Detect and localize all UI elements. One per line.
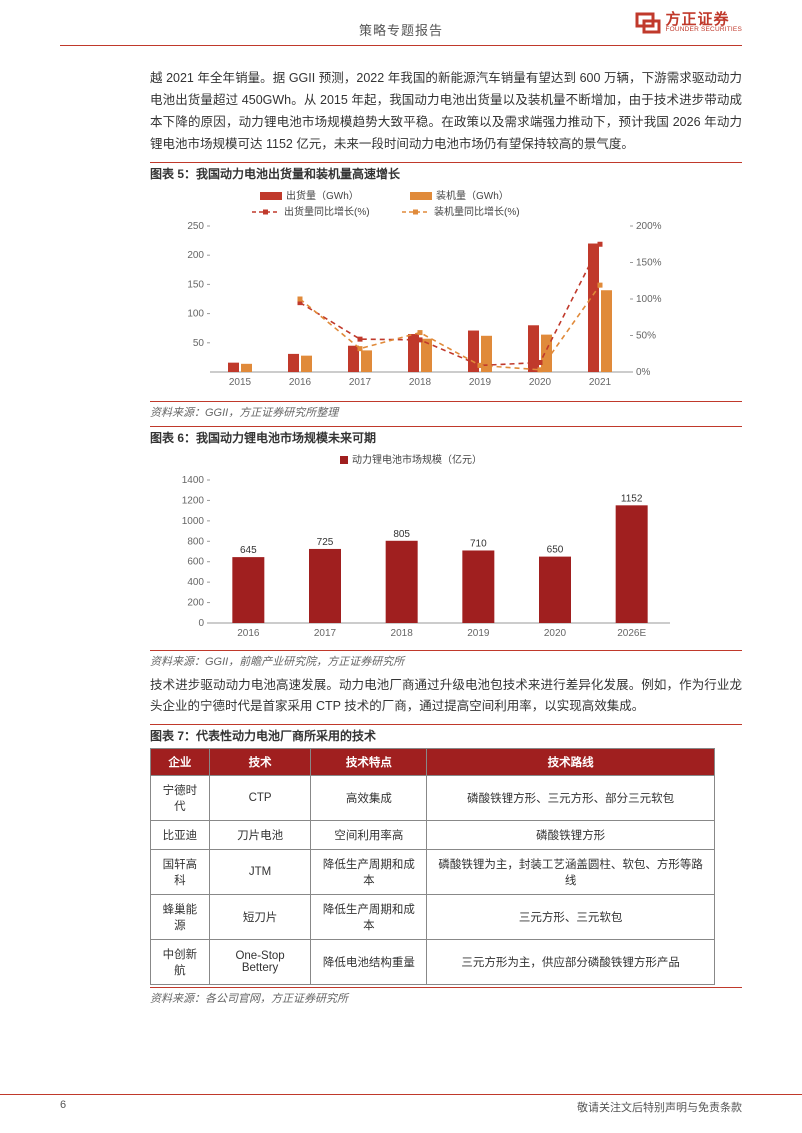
svg-text:50: 50 xyxy=(193,337,205,348)
fig7-source: 资料来源：各公司官网，方正证券研究所 xyxy=(150,987,742,1006)
svg-text:800: 800 xyxy=(187,536,204,547)
svg-text:200%: 200% xyxy=(636,221,662,232)
svg-text:出货量（GWh）: 出货量（GWh） xyxy=(286,189,359,202)
svg-text:100%: 100% xyxy=(636,294,662,305)
page-number: 6 xyxy=(60,1099,66,1115)
svg-text:装机量（GWh）: 装机量（GWh） xyxy=(436,189,509,202)
svg-text:2026E: 2026E xyxy=(617,628,646,639)
svg-text:0: 0 xyxy=(198,618,204,629)
logo-cn-text: 方正证券 xyxy=(665,12,742,27)
fig5-svg: 出货量（GWh） 装机量（GWh） 出货量同比增长(%) 装机量同比增长(%) 50 10… xyxy=(150,186,690,396)
svg-text:1400: 1400 xyxy=(182,475,205,486)
table-row: 国轩高科JTM降低生产周期和成本磷酸铁锂为主，封装工艺涵盖圆柱、软包、方形等路线 xyxy=(151,850,715,895)
fig6-title: 图表 6：我国动力锂电池市场规模未来可期 xyxy=(150,426,742,446)
fig6-svg: 动力锂电池市场规模（亿元） 0 200 400 600 800 1000 1200 1400 64… xyxy=(150,450,690,645)
founder-logo-icon xyxy=(635,12,661,34)
fig6-chart: 动力锂电池市场规模（亿元） 0 200 400 600 800 1000 1200 1400 64… xyxy=(150,450,742,648)
svg-text:2020: 2020 xyxy=(544,628,567,639)
svg-text:2019: 2019 xyxy=(469,377,492,388)
brand-logo: 方正证券 FOUNDER SECURITIES xyxy=(635,12,742,34)
fig5-source: 资料来源：GGII，方正证券研究所整理 xyxy=(150,401,742,420)
table-header: 技术特点 xyxy=(311,749,427,776)
svg-text:100: 100 xyxy=(187,308,204,319)
svg-text:1152: 1152 xyxy=(621,493,643,504)
table-row: 比亚迪刀片电池空间利用率高磷酸铁锂方形 xyxy=(151,821,715,850)
table-header: 技术路线 xyxy=(427,749,715,776)
svg-text:2015: 2015 xyxy=(229,377,252,388)
table-row: 蜂巢能源短刀片降低生产周期和成本三元方形、三元软包 xyxy=(151,895,715,940)
svg-text:2016: 2016 xyxy=(237,628,260,639)
logo-en-text: FOUNDER SECURITIES xyxy=(665,27,742,34)
svg-text:2016: 2016 xyxy=(289,377,312,388)
footer-disclaimer: 敬请关注文后特别声明与免责条款 xyxy=(577,1099,742,1115)
intro-paragraph-1: 越 2021 年全年销量。据 GGII 预测，2022 年我国的新能源汽车销量有… xyxy=(150,68,742,156)
fig6-source: 资料来源：GGII，前瞻产业研究院，方正证券研究所 xyxy=(150,650,742,669)
table-header: 技术 xyxy=(209,749,311,776)
svg-text:600: 600 xyxy=(187,556,204,567)
svg-text:150%: 150% xyxy=(636,257,662,268)
svg-text:2020: 2020 xyxy=(529,377,552,388)
svg-text:725: 725 xyxy=(317,536,334,547)
table-row: 中创新航One-Stop Bettery降低电池结构重量三元方形为主，供应部分磷… xyxy=(151,940,715,985)
svg-text:50%: 50% xyxy=(636,330,656,341)
svg-text:250: 250 xyxy=(187,221,204,232)
intro-paragraph-2: 技术进步驱动动力电池高速发展。动力电池厂商通过升级电池包技术来进行差异化发展。例… xyxy=(150,675,742,719)
fig5-chart: 出货量（GWh） 装机量（GWh） 出货量同比增长(%) 装机量同比增长(%) 50 10… xyxy=(150,186,742,399)
svg-text:2018: 2018 xyxy=(391,628,414,639)
svg-text:2017: 2017 xyxy=(314,628,337,639)
table-header: 企业 xyxy=(151,749,210,776)
svg-text:动力锂电池市场规模（亿元）: 动力锂电池市场规模（亿元） xyxy=(352,453,482,466)
svg-text:400: 400 xyxy=(187,577,204,588)
fig7-table: 企业技术技术特点技术路线宁德时代CTP高效集成磷酸铁锂方形、三元方形、部分三元软… xyxy=(150,748,715,985)
svg-text:2018: 2018 xyxy=(409,377,432,388)
svg-text:2017: 2017 xyxy=(349,377,372,388)
svg-text:645: 645 xyxy=(240,545,257,556)
svg-text:出货量同比增长(%): 出货量同比增长(%) xyxy=(284,205,370,218)
fig7-title: 图表 7：代表性动力电池厂商所采用的技术 xyxy=(150,724,742,744)
svg-text:装机量同比增长(%): 装机量同比增长(%) xyxy=(434,205,520,218)
svg-text:1000: 1000 xyxy=(182,515,205,526)
svg-text:2019: 2019 xyxy=(467,628,490,639)
svg-text:200: 200 xyxy=(187,597,204,608)
svg-text:200: 200 xyxy=(187,250,204,261)
svg-text:1200: 1200 xyxy=(182,495,205,506)
svg-text:710: 710 xyxy=(470,538,487,549)
svg-text:650: 650 xyxy=(547,544,564,555)
page-footer: 6 敬请关注文后特别声明与免责条款 xyxy=(0,1094,802,1115)
svg-text:0%: 0% xyxy=(636,367,651,378)
svg-text:150: 150 xyxy=(187,279,204,290)
table-row: 宁德时代CTP高效集成磷酸铁锂方形、三元方形、部分三元软包 xyxy=(151,776,715,821)
svg-text:2021: 2021 xyxy=(589,377,612,388)
fig5-title: 图表 5：我国动力电池出货量和装机量高速增长 xyxy=(150,162,742,182)
svg-text:805: 805 xyxy=(393,528,410,539)
